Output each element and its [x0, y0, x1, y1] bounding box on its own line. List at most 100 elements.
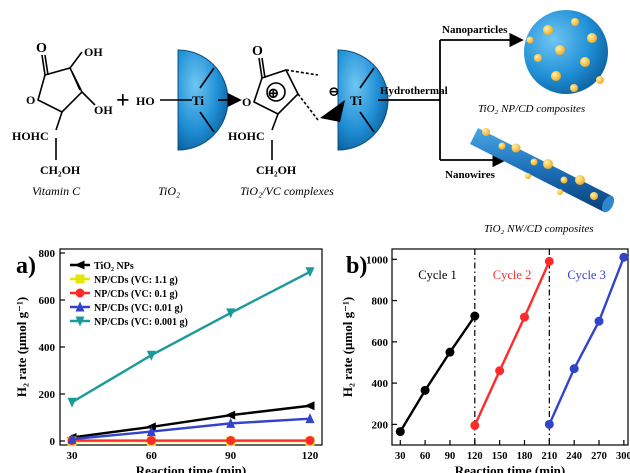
chart-b-data-point [594, 316, 604, 326]
chart-a-x-axis-label: Reaction time (min) [136, 463, 246, 473]
complex-carbonyl-oxygen: O [252, 44, 263, 59]
vc-ch2oh: CH₂OH [40, 163, 81, 177]
chart-b-cycle-label: Cycle 2 [493, 268, 532, 282]
complex-ti: Ti [350, 93, 362, 108]
nanowire-composite [470, 128, 615, 213]
vitamin-c-structure [37, 51, 96, 160]
nanoparticle-composite [524, 10, 608, 94]
chart-a-legend-label: NP/CDs (VC: 0.001 g) [94, 317, 188, 328]
chart-a-x-tick-label: 30 [67, 450, 79, 462]
chart-b-data-point [420, 385, 430, 395]
vc-ring-oxygen: O [26, 93, 35, 107]
complex-ch2oh: CH₂OH [256, 163, 297, 177]
chart-b-plot-frame [391, 248, 629, 446]
complex-hohc: HOHC [228, 129, 265, 143]
chart-a-data-point [145, 422, 156, 432]
chart-a-data-point [146, 426, 156, 437]
chart-b: b) 200 400 600 800 1000 30 60 90 120 150 180 210 240… [340, 248, 630, 473]
np-composite-caption: TiO₂ NP/CD composites [478, 103, 585, 115]
chart-a-data-point [305, 267, 315, 278]
chart-a-y-tick-label: 600 [39, 295, 56, 307]
chart-b-data-point [544, 419, 554, 429]
chart-a-data-point [226, 436, 236, 446]
tio2-ti: Ti [192, 93, 204, 108]
chart-a-y-tick-label: 800 [39, 248, 56, 260]
chart-a-y-axis-label: H₂ rate (μmol g⁻¹) [14, 297, 29, 397]
chart-b-cycle-label: Cycle 1 [418, 268, 457, 282]
tio2-caption: TiO₂ [158, 184, 180, 198]
complex-ring-oxygen: O [242, 95, 251, 109]
chart-a: a) 0 200 400 600 800 30 60 90 120 TiO₂ NPs NP/CDs… [14, 248, 323, 473]
complex-tio2-particle [337, 49, 389, 151]
chart-a-data-point [67, 397, 77, 408]
chart-b-x-tick-label: 240 [566, 451, 582, 462]
chart-b-x-tick-label: 90 [445, 451, 456, 462]
chart-a-x-tick-label: 90 [225, 450, 237, 462]
chart-a-legend-marker [74, 260, 85, 270]
chart-b-y-tick-label: 400 [372, 378, 389, 390]
chart-b-data-point [569, 364, 579, 374]
chart-b-data-point [470, 311, 480, 321]
chart-b-y-tick-label: 1000 [366, 254, 389, 266]
chart-b-data-point [395, 427, 405, 437]
chart-a-data-point [146, 436, 156, 446]
chart-a-data-point [305, 436, 315, 446]
chart-a-series-line [71, 270, 311, 404]
chart-a-panel-label: a) [16, 253, 36, 279]
chart-b-y-tick-label: 800 [372, 296, 389, 308]
chart-b-data-point [445, 347, 455, 357]
nw-composite-caption: TiO₂ NW/CD composites [484, 223, 594, 235]
chart-b-x-axis-label: Reaction time (min) [455, 463, 565, 473]
chart-b-cycle-label: Cycle 3 [567, 268, 606, 282]
chart-b-y-tick-label: 600 [372, 337, 389, 349]
positive-charge-sign: ⊕ [267, 86, 280, 102]
plus-sign: + [116, 88, 130, 114]
chart-a-data-point [146, 350, 156, 361]
chart-a-y-tick-label: 0 [50, 436, 56, 448]
chart-a-data-point [67, 433, 77, 444]
chart-a-y-tick-label: 200 [39, 389, 56, 401]
chart-a-data-point [225, 410, 236, 420]
chart-b-x-tick-label: 60 [420, 451, 431, 462]
vc-caption: Vitamin C [32, 184, 81, 198]
chart-a-y-tick-label: 400 [39, 342, 56, 354]
chart-a-legend-label: NP/CDs (VC: 0.01 g) [94, 303, 183, 314]
reaction-scheme: O OH OH O HOHC CH₂OH Vitamin C + HO Ti T… [12, 10, 615, 235]
chart-a-data-point [304, 401, 315, 411]
chart-a-x-tick-label: 60 [146, 450, 158, 462]
vc-oh-bottom: OH [94, 103, 113, 117]
tio2-ho: HO [136, 94, 155, 108]
chart-b-data-point [519, 312, 529, 322]
chart-a-series-line [71, 417, 311, 441]
chart-a-series-line [71, 404, 311, 439]
chart-b-x-tick-label: 120 [467, 451, 483, 462]
chart-b-series-line [548, 256, 625, 425]
chart-a-legend-marker [75, 288, 85, 298]
complex-caption: TiO₂/VC complexes [240, 184, 334, 198]
chart-a-legend-label: NP/CDs (VC: 1.1 g) [94, 275, 178, 286]
chart-a-legend-label: TiO₂ NPs [94, 261, 134, 272]
chart-b-data-point [495, 366, 505, 376]
complex-structure [253, 57, 319, 160]
negative-charge-sign: ⊖ [328, 85, 340, 100]
charts-area: a) 0 200 400 600 800 30 60 90 120 TiO₂ NPs NP/CDs… [14, 248, 630, 473]
chart-b-series-line [399, 315, 476, 433]
chart-b-x-tick-label: 300 [616, 451, 630, 462]
chart-b-y-tick-label: 200 [372, 419, 389, 431]
nanowires-label: Nanowires [445, 169, 496, 181]
chart-b-data-point [470, 420, 480, 430]
nanoparticles-label: Nanoparticles [442, 24, 508, 36]
chart-b-x-tick-label: 30 [395, 451, 406, 462]
chart-a-legend-marker [75, 316, 85, 327]
vc-hohc: HOHC [12, 129, 49, 143]
vc-carbonyl-oxygen: O [36, 41, 47, 56]
chart-a-x-tick-label: 120 [302, 450, 319, 462]
chart-a-data-point [226, 417, 236, 428]
chart-b-series-line [473, 260, 551, 426]
wedge-bond [320, 100, 345, 122]
chart-b-y-axis-label: H₂ rate (μmol g⁻¹) [340, 297, 355, 397]
chart-a-data-point [305, 413, 315, 424]
chart-a-legend-label: NP/CDs (VC: 0.1 g) [94, 289, 178, 300]
chart-b-data-point [544, 256, 554, 266]
chart-b-x-tick-label: 150 [492, 451, 508, 462]
